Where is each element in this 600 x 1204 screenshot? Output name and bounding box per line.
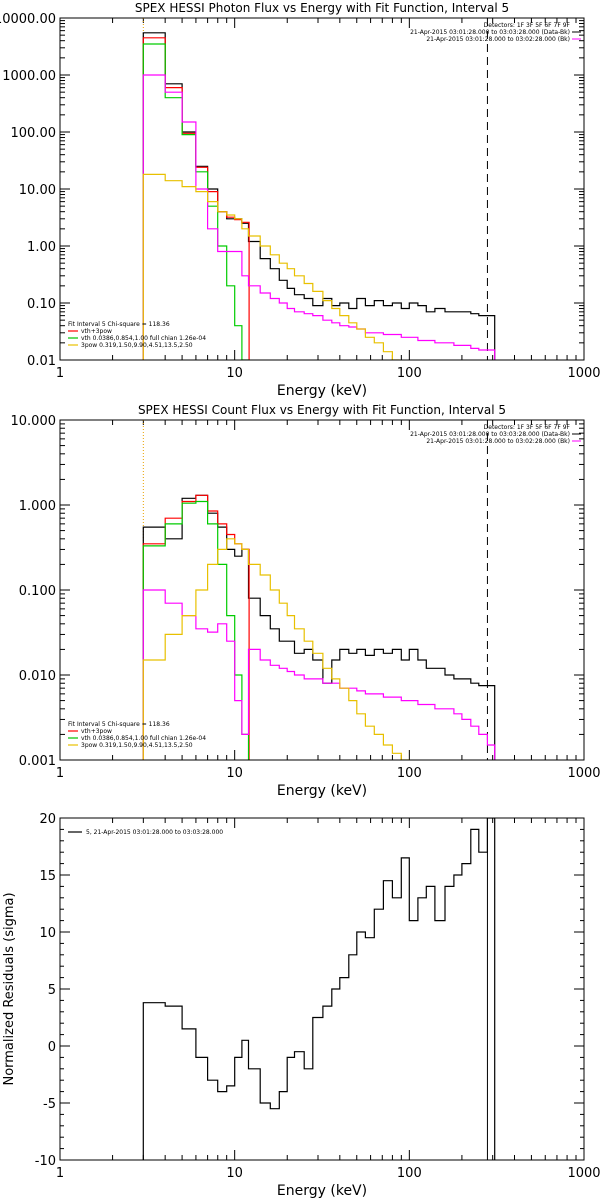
y-tick-label: 100.00: [11, 126, 57, 141]
x-tick-label: 1: [56, 366, 64, 381]
header-line: 21-Apr-2015 03:01:28.000 to 03:02:28.000…: [426, 36, 570, 43]
series-1-line: [143, 818, 494, 1160]
y-tick-label: 20: [39, 812, 56, 827]
series-group: [143, 495, 494, 785]
x-tick-label: 100: [397, 366, 422, 381]
y-tick-label: 5: [48, 983, 56, 998]
y-tick-label: 10.000: [11, 414, 57, 429]
y-tick-label: 0: [48, 1040, 56, 1055]
y-tick-label: 10000.00: [0, 12, 56, 27]
chart-1: SPEX HESSI Photon Flux vs Energy with Fi…: [0, 1, 600, 399]
y-tick-label: 1.00: [27, 240, 56, 255]
y-tick-label: 10.00: [19, 183, 56, 198]
y-tick-label: 0.100: [19, 584, 56, 599]
y-tick-label: 0.10: [27, 297, 56, 312]
legend-label: 3pow 0.319,1.50,9.90,4.51,13.5,2.50: [81, 742, 193, 749]
x-tick-label: 100: [397, 1166, 422, 1181]
x-tick-label: 1000: [567, 366, 600, 381]
x-tick-label: 1: [56, 766, 64, 781]
x-tick-label: 1000: [567, 766, 600, 781]
y-tick-label: -10: [35, 1154, 56, 1169]
legend-title: Fit Interval 5 Chi-square = 118.36: [68, 321, 170, 328]
series-1-line: [143, 33, 494, 360]
series-2-line: [143, 38, 249, 360]
y-axis-label: Normalized Residuals (sigma): [2, 892, 17, 1085]
x-tick-label: 1000: [567, 1166, 600, 1181]
y-tick-label: 0.001: [19, 754, 56, 769]
header-line: 21-Apr-2015 03:01:28.000 to 03:03:28.000…: [410, 29, 570, 36]
y-tick-label: 0.010: [19, 669, 56, 684]
x-tick-label: 1: [56, 1166, 64, 1181]
y-tick-label: 10: [39, 926, 56, 941]
series-group: [143, 33, 494, 377]
y-tick-label: 1.000: [19, 499, 56, 514]
chart-3: 1 10 100 1000 -10 -5 0 5 10 15 20 Energy (keV) Norma…: [2, 812, 600, 1199]
legend-label: 3pow 0.319,1.50,9.90,4.51,13.5,2.50: [81, 342, 193, 349]
header-line: 21-Apr-2015 03:01:28.000 to 03:03:28.000…: [410, 431, 570, 438]
plot-frame: [60, 420, 584, 760]
x-axis-label: Energy (keV): [277, 783, 367, 799]
legend-label: vth+3pow: [81, 328, 112, 335]
y-tick-label: 0.01: [27, 354, 56, 369]
legend-label: vth+3pow: [81, 728, 112, 735]
header-line: Detectors: 1F 3F 5F 6F 7F 9F: [484, 22, 571, 29]
plot-frame: [60, 818, 584, 1160]
legend-title: Fit Interval 5 Chi-square = 118.36: [68, 721, 170, 728]
x-tick-label: 100: [397, 766, 422, 781]
x-tick-label: 10: [226, 766, 243, 781]
chart-title: SPEX HESSI Photon Flux vs Energy with Fi…: [135, 1, 509, 15]
header-line: Detectors: 1F 3F 5F 6F 7F 9F: [484, 424, 571, 431]
plot-frame: [60, 18, 584, 360]
x-axis-label: Energy (keV): [277, 1183, 367, 1199]
y-tick-label: 15: [39, 869, 56, 884]
y-tick-label: 1000.00: [2, 69, 56, 84]
chart-title: SPEX HESSI Count Flux vs Energy with Fit…: [138, 403, 506, 417]
x-tick-label: 10: [226, 366, 243, 381]
chart-2: SPEX HESSI Count Flux vs Energy with Fit…: [11, 403, 600, 799]
legend-label: 5, 21-Apr-2015 03:01:28.000 to 03:03:28.…: [86, 829, 223, 836]
legend-label: vth 0.0386,0.854,1.00 full chian 1.26e-0…: [81, 735, 206, 742]
header-line: 21-Apr-2015 03:01:28.000 to 03:02:28.000…: [426, 438, 570, 445]
y-tick-label: -5: [43, 1097, 56, 1112]
x-axis-label: Energy (keV): [277, 383, 367, 399]
series-group: [143, 818, 494, 1160]
legend-label: vth 0.0386,0.854,1.00 full chian 1.26e-0…: [81, 335, 206, 342]
x-tick-label: 10: [226, 1166, 243, 1181]
series-5-line: [143, 174, 399, 360]
series-4-line: [143, 75, 494, 360]
